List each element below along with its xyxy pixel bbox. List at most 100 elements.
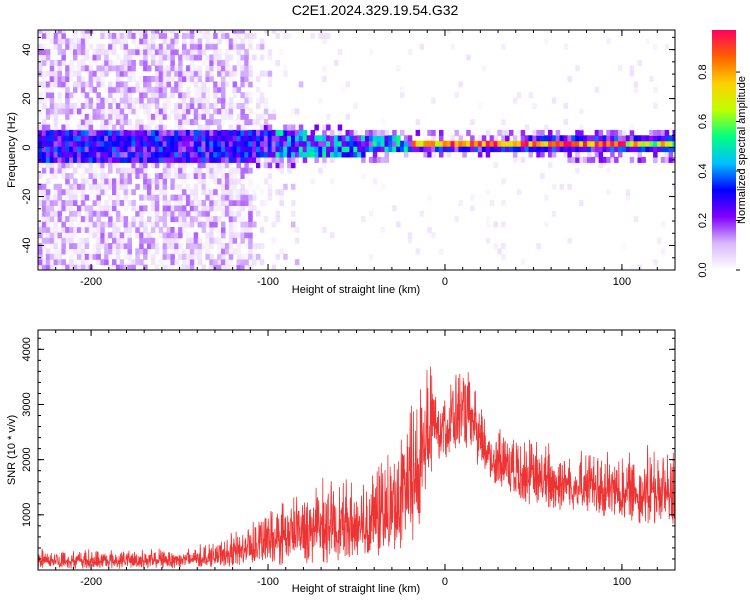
spectrogram-cell bbox=[96, 226, 101, 233]
spectrogram-cell bbox=[131, 264, 136, 270]
spectrogram-cell bbox=[119, 200, 125, 206]
spectrogram-cell bbox=[65, 43, 70, 50]
spectrogram-cell bbox=[123, 49, 129, 56]
spectrogram-cell bbox=[112, 140, 117, 147]
spectrogram-cell bbox=[80, 189, 86, 196]
spectrogram-cell bbox=[283, 32, 288, 39]
spectrogram-cell bbox=[217, 140, 222, 147]
spectrogram-cell bbox=[150, 200, 156, 206]
spectrogram-cell bbox=[657, 135, 662, 142]
spectrogram-cell bbox=[446, 146, 452, 153]
spectrogram-cell bbox=[193, 146, 199, 153]
spectrogram-cell bbox=[287, 135, 292, 142]
spectrogram-cell bbox=[104, 248, 109, 255]
spectrogram-cell bbox=[291, 108, 296, 115]
spectrogram-cell bbox=[170, 30, 175, 34]
spectrogram-cell bbox=[80, 259, 86, 266]
spectrogram-cell bbox=[150, 76, 156, 82]
spectrogram-cell bbox=[403, 151, 409, 158]
spectrogram-cell bbox=[73, 226, 78, 233]
spectrogram-cell bbox=[170, 205, 175, 212]
spectrogram-cell bbox=[217, 216, 222, 223]
spectrogram-cell bbox=[185, 113, 191, 120]
spectrogram-cell bbox=[154, 81, 160, 88]
spectrogram-cell bbox=[61, 108, 66, 115]
spectrogram-cell bbox=[368, 135, 374, 142]
spectrogram-cell bbox=[131, 76, 136, 82]
spectrogram-cell bbox=[38, 54, 43, 61]
spectrogram-cell bbox=[551, 146, 557, 153]
spectrogram-cell bbox=[96, 194, 101, 201]
spectrogram-cell bbox=[76, 119, 82, 126]
spectrogram-cell bbox=[166, 70, 171, 77]
spectrogram-cell bbox=[248, 92, 253, 99]
spectrogram-cell bbox=[166, 81, 171, 88]
spectrogram-cell bbox=[481, 146, 487, 153]
spectrogram-cell bbox=[236, 49, 241, 56]
spectrogram-cell bbox=[131, 103, 136, 109]
spectrogram-cell bbox=[104, 135, 109, 142]
spectrogram-cell bbox=[104, 119, 109, 126]
spectrogram-cell bbox=[201, 135, 206, 142]
spectrogram-cell bbox=[232, 129, 238, 136]
spectrogram-cell bbox=[536, 146, 541, 153]
spectrogram-cell bbox=[182, 167, 187, 174]
spectrogram-cell bbox=[224, 140, 230, 147]
spectrogram-cell bbox=[96, 49, 101, 56]
spectrogram-cell bbox=[92, 200, 97, 206]
spectrogram-cell bbox=[76, 243, 82, 250]
spectrogram-cell bbox=[501, 129, 506, 136]
spectrogram-cell bbox=[259, 113, 265, 120]
spectrogram-cell bbox=[244, 162, 249, 169]
spectrogram-cell bbox=[240, 54, 245, 61]
spectrogram-cell bbox=[115, 178, 121, 185]
spectrogram-cell bbox=[259, 54, 265, 61]
spectrogram-cell bbox=[228, 221, 234, 228]
spectrogram-cell bbox=[217, 243, 222, 250]
spectrogram-cell bbox=[275, 156, 280, 163]
spectrogram-cell bbox=[256, 113, 261, 120]
spectrogram-cell bbox=[228, 103, 234, 109]
spectrogram-cell bbox=[520, 259, 526, 266]
spectrogram-cell bbox=[123, 43, 129, 50]
spectrogram-cell bbox=[221, 86, 226, 93]
spectrogram-cell bbox=[232, 178, 238, 185]
spectrogram-cell bbox=[182, 92, 187, 99]
spectrogram-cell bbox=[38, 200, 43, 206]
spectrogram-cell bbox=[248, 237, 253, 244]
spectrogram-cell bbox=[477, 146, 483, 153]
spectrogram-cell bbox=[84, 30, 90, 34]
spectrogram-cell bbox=[127, 30, 132, 34]
spectrogram-cell bbox=[197, 243, 203, 250]
spectrogram-cell bbox=[154, 178, 160, 185]
spectrogram-cell bbox=[275, 210, 280, 217]
spectrogram-cell bbox=[96, 248, 101, 255]
spectrogram-cell bbox=[310, 146, 315, 153]
spectrogram-cell bbox=[598, 156, 604, 163]
spectrogram-cell bbox=[629, 146, 635, 153]
spectrogram-cell bbox=[489, 146, 495, 153]
spectrogram-cell bbox=[217, 135, 222, 142]
spectrogram-cell bbox=[84, 135, 90, 142]
spectrogram-cell bbox=[520, 156, 526, 163]
spectrogram-cell bbox=[598, 146, 604, 153]
spectrogram-cell bbox=[84, 97, 90, 104]
spectrogram-cell bbox=[213, 173, 218, 179]
spectrogram-cell bbox=[427, 140, 432, 147]
spectrogram-cell bbox=[115, 81, 121, 88]
spectrogram-cell bbox=[193, 243, 199, 250]
spectrogram-cell bbox=[49, 151, 55, 158]
spectrogram-cell bbox=[53, 140, 59, 147]
spectrogram-cell bbox=[259, 243, 265, 250]
spectrogram-cell bbox=[516, 92, 522, 99]
spectrogram-cell bbox=[100, 81, 105, 88]
spectrogram-cell bbox=[205, 243, 210, 250]
spectrogram-cell bbox=[162, 92, 168, 99]
spectrogram-cell bbox=[150, 162, 156, 169]
spectrogram-cell bbox=[224, 135, 230, 142]
spectrogram-cell bbox=[170, 210, 175, 217]
spectrogram-cell bbox=[287, 156, 292, 163]
spectrogram-cell bbox=[256, 162, 261, 169]
spectrogram-cell bbox=[65, 216, 70, 223]
spectrogram-cell bbox=[147, 129, 152, 136]
